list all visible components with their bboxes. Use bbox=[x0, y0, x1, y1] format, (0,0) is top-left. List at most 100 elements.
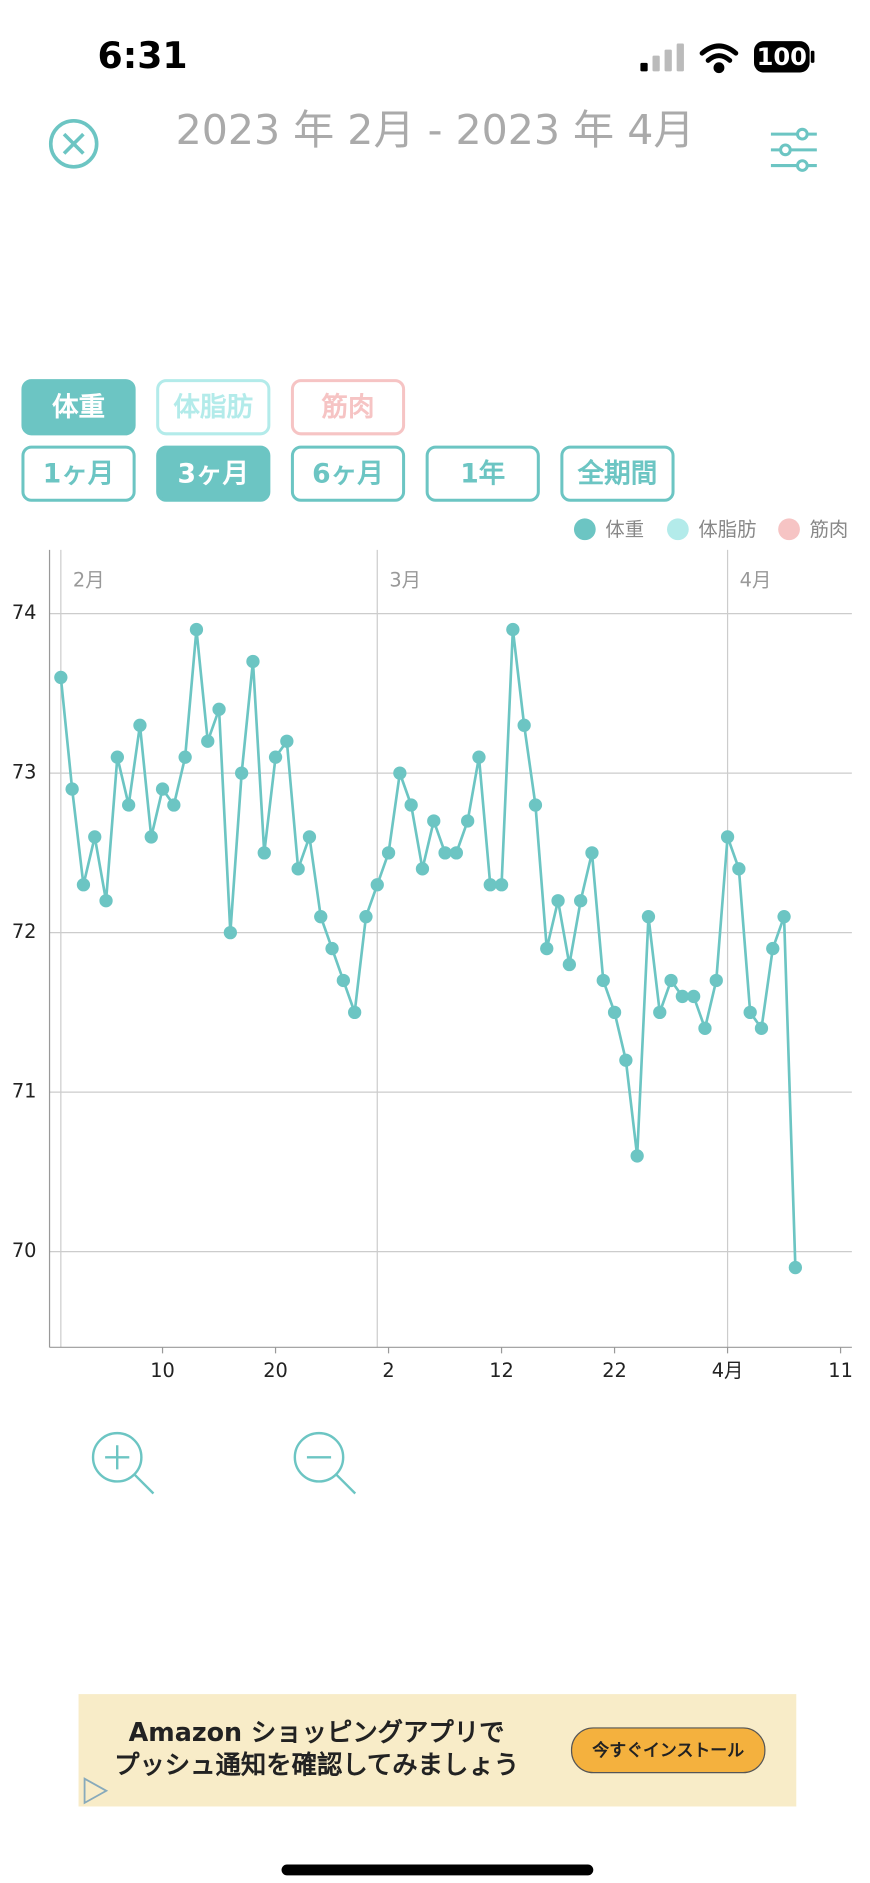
period-tab-label: 1ヶ月 bbox=[43, 458, 115, 489]
x-tick-label: 12 bbox=[489, 1359, 514, 1382]
metric-tab-label: 体脂肪 bbox=[173, 392, 253, 423]
ad-button-label: 今すぐインストール bbox=[591, 1740, 744, 1760]
data-point bbox=[438, 846, 452, 860]
ad-line2: プッシュ通知を確認してみましょう bbox=[114, 1750, 519, 1780]
data-point bbox=[517, 718, 531, 732]
data-point bbox=[619, 1053, 633, 1067]
data-point bbox=[280, 734, 294, 748]
zoom-out-button[interactable] bbox=[293, 1431, 357, 1495]
data-point bbox=[393, 766, 407, 780]
data-point bbox=[562, 957, 577, 972]
legend-swatch bbox=[667, 518, 689, 541]
data-point bbox=[427, 814, 441, 828]
data-point bbox=[641, 910, 656, 924]
period-tab[interactable] bbox=[425, 445, 540, 502]
zoom-in-button[interactable] bbox=[91, 1431, 155, 1495]
period-tab-label: 1年 bbox=[460, 458, 505, 489]
period-tab-label: 3ヶ月 bbox=[177, 458, 249, 489]
data-point bbox=[76, 878, 91, 892]
data-point bbox=[472, 750, 486, 764]
wifi-icon bbox=[699, 43, 739, 74]
x-tick-label: 22 bbox=[602, 1359, 627, 1382]
y-tick-label: 72 bbox=[12, 920, 37, 943]
data-point bbox=[325, 941, 339, 956]
data-point bbox=[155, 782, 170, 796]
data-point bbox=[675, 989, 690, 1004]
data-point bbox=[257, 846, 271, 860]
data-point bbox=[223, 925, 237, 940]
data-point bbox=[302, 830, 317, 844]
close-button[interactable] bbox=[48, 119, 99, 169]
data-point bbox=[653, 1005, 667, 1020]
data-point bbox=[336, 973, 350, 988]
data-point bbox=[788, 1260, 803, 1275]
battery-tip bbox=[810, 50, 815, 63]
header-title: 2023 年 2月 - 2023 年 4月 bbox=[176, 106, 695, 154]
ad-line1: Amazon ショッピングアプリで bbox=[129, 1717, 505, 1747]
metric-tab-label: 筋肉 bbox=[321, 392, 374, 423]
month-label: 2月 bbox=[73, 569, 105, 592]
data-point bbox=[630, 1149, 644, 1163]
metric-tab[interactable] bbox=[156, 379, 271, 436]
home-indicator bbox=[281, 1864, 594, 1876]
data-point bbox=[540, 941, 554, 956]
data-point bbox=[54, 670, 68, 685]
legend-label: 体重 bbox=[605, 518, 644, 541]
metric-tab-label: 体重 bbox=[52, 392, 105, 423]
metric-tab[interactable] bbox=[290, 379, 406, 436]
data-point bbox=[551, 894, 565, 908]
data-point bbox=[777, 910, 791, 924]
data-point bbox=[381, 846, 396, 860]
data-point bbox=[88, 830, 102, 844]
data-point bbox=[528, 798, 543, 812]
data-point bbox=[743, 1005, 757, 1020]
legend-label: 筋肉 bbox=[810, 518, 849, 541]
data-point bbox=[596, 973, 610, 988]
data-point bbox=[494, 878, 509, 892]
data-point bbox=[178, 750, 192, 764]
data-point bbox=[268, 750, 283, 764]
data-point bbox=[246, 654, 260, 669]
data-point bbox=[664, 973, 678, 988]
legend-swatch bbox=[778, 518, 800, 541]
data-point bbox=[99, 894, 113, 908]
data-point bbox=[212, 702, 226, 716]
y-tick-label: 73 bbox=[12, 761, 37, 784]
battery-icon bbox=[754, 41, 810, 73]
data-point bbox=[415, 862, 430, 876]
data-point bbox=[698, 1021, 712, 1035]
series-line bbox=[59, 629, 797, 1268]
ad-install-button[interactable] bbox=[570, 1727, 766, 1774]
y-tick-label: 71 bbox=[12, 1080, 37, 1103]
data-point bbox=[687, 989, 701, 1004]
data-point bbox=[483, 878, 497, 892]
y-tick-label: 74 bbox=[12, 601, 37, 624]
period-tab[interactable] bbox=[290, 445, 406, 502]
data-point bbox=[766, 941, 780, 956]
data-point bbox=[359, 910, 373, 924]
data-point bbox=[65, 782, 79, 796]
x-tick-label: 11 bbox=[828, 1359, 853, 1382]
metric-tab[interactable] bbox=[21, 379, 136, 436]
data-point bbox=[461, 814, 475, 828]
data-point bbox=[167, 798, 181, 812]
data-point bbox=[506, 622, 520, 637]
data-point bbox=[449, 846, 464, 860]
period-tab[interactable] bbox=[156, 445, 271, 502]
x-tick-label: 10 bbox=[150, 1359, 175, 1382]
period-tab[interactable] bbox=[560, 445, 675, 502]
data-point bbox=[348, 1005, 362, 1020]
month-label: 4月 bbox=[740, 569, 772, 592]
settings-button[interactable] bbox=[770, 127, 817, 172]
data-point bbox=[720, 830, 735, 844]
data-point bbox=[121, 798, 136, 812]
data-point bbox=[574, 894, 588, 908]
data-point bbox=[144, 830, 158, 844]
legend-label: 体脂肪 bbox=[698, 518, 756, 541]
x-tick-label: 2 bbox=[382, 1359, 394, 1382]
period-tab[interactable] bbox=[21, 445, 136, 502]
data-point bbox=[404, 798, 418, 812]
data-point bbox=[110, 750, 124, 764]
x-tick-label: 20 bbox=[263, 1359, 288, 1382]
